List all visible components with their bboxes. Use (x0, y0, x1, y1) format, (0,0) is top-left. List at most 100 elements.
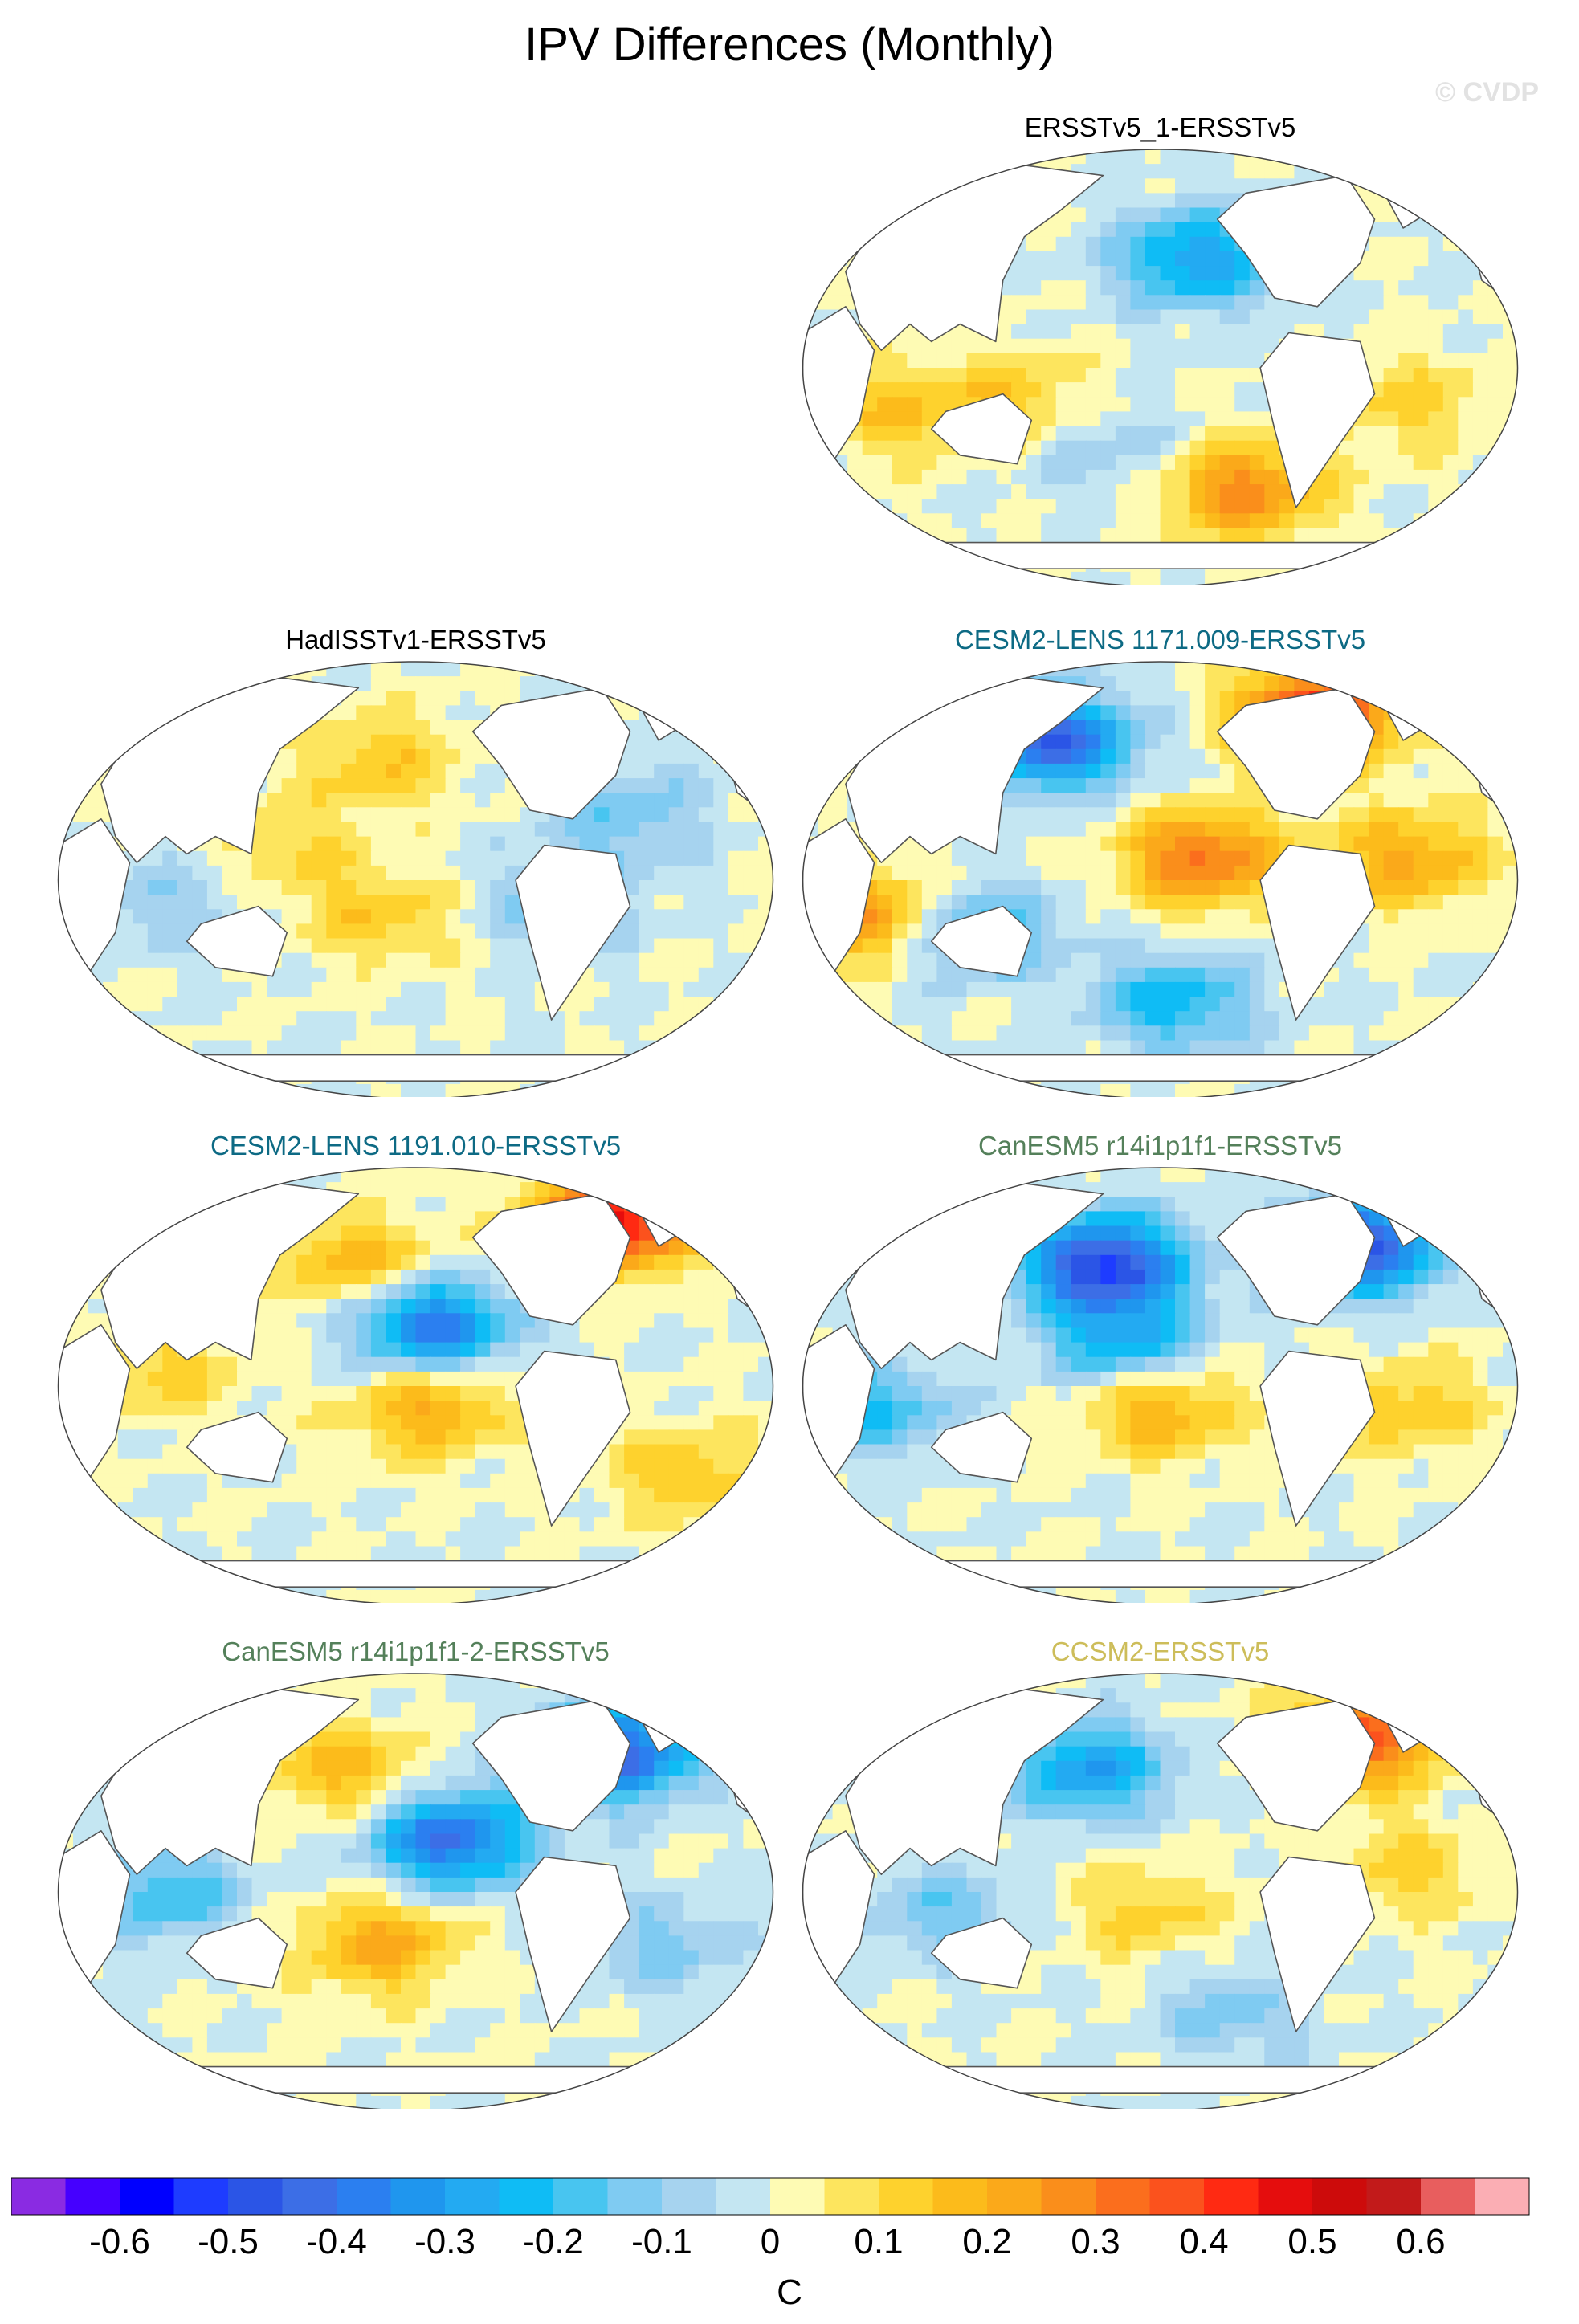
sst-cell (1219, 193, 1235, 209)
sst-cell (1503, 1069, 1518, 1085)
sst-cell (1472, 164, 1489, 179)
sst-cell (251, 836, 267, 852)
sst-cell (1055, 382, 1071, 398)
sst-cell (341, 981, 357, 997)
sst-cell (267, 1025, 283, 1042)
sst-cell (1442, 1083, 1459, 1097)
sst-cell (936, 967, 953, 983)
sst-cell (802, 952, 818, 968)
sst-cell (1219, 705, 1235, 721)
sst-cell (1175, 836, 1191, 852)
sst-cell (1115, 266, 1132, 281)
sst-cell (1055, 411, 1071, 427)
sst-cell (579, 1342, 595, 1358)
sst-cell (966, 484, 982, 499)
sst-cell (802, 178, 818, 194)
sst-cell (1175, 676, 1191, 691)
sst-cell (936, 1040, 953, 1056)
sst-cell (832, 807, 848, 823)
sst-cell (1175, 309, 1191, 325)
sst-cell (847, 557, 863, 573)
sst-cell (430, 952, 447, 968)
sst-cell (1145, 981, 1161, 997)
sst-cell (683, 705, 700, 721)
sst-cell (192, 850, 208, 866)
sst-cell (818, 513, 834, 529)
sst-cell (624, 1168, 640, 1183)
sst-cell (370, 1240, 387, 1256)
sst-cell (1398, 484, 1414, 499)
sst-cell (251, 1025, 267, 1042)
sst-cell (832, 571, 848, 585)
sst-cell (1324, 1025, 1340, 1042)
sst-cell (1145, 967, 1161, 983)
sst-cell (1458, 251, 1474, 267)
sst-cell (892, 850, 908, 866)
sst-cell (1055, 1025, 1071, 1042)
sst-cell (1041, 763, 1057, 779)
sst-cell (1160, 193, 1176, 209)
sst-cell (1205, 236, 1221, 252)
sst-cell (698, 938, 715, 954)
sst-cell (936, 850, 953, 866)
sst-cell (1264, 981, 1280, 997)
sst-cell (818, 236, 834, 252)
sst-cell (654, 1299, 670, 1315)
sst-cell (401, 952, 417, 968)
sst-cell (460, 763, 476, 779)
sst-cell (1160, 880, 1176, 895)
sst-cell (1369, 469, 1385, 485)
sst-cell (1234, 353, 1251, 369)
sst-cell (1308, 309, 1325, 325)
sst-cell (1085, 222, 1102, 238)
sst-cell (579, 662, 595, 677)
sst-cell (1189, 469, 1206, 485)
sst-cell (966, 353, 982, 369)
sst-cell (296, 1342, 312, 1358)
sst-cell (1130, 149, 1146, 165)
sst-cell (892, 1011, 908, 1027)
sst-cell (698, 1025, 715, 1042)
sst-cell (668, 662, 684, 677)
sst-cell (594, 1313, 610, 1329)
sst-cell (445, 836, 461, 852)
sst-cell (1115, 748, 1132, 764)
sst-cell (281, 1269, 297, 1285)
sst-cell (1428, 236, 1444, 252)
sst-cell (1055, 251, 1071, 267)
sst-cell (1085, 149, 1102, 165)
sst-cell (1071, 295, 1087, 311)
panel-title: CESM2-LENS 1171.009-ERSSTv5 (954, 625, 1366, 654)
sst-cell (267, 895, 283, 910)
sst-cell (1205, 997, 1221, 1012)
sst-cell (966, 1040, 982, 1056)
sst-cell (1175, 455, 1191, 471)
sst-cell (698, 909, 715, 925)
sst-cell (88, 1240, 104, 1256)
sst-cell (743, 705, 759, 721)
sst-cell (1383, 222, 1399, 238)
sst-cell (1160, 426, 1176, 442)
sst-cell (326, 836, 342, 852)
sst-cell (1085, 880, 1102, 895)
sst-cell (1071, 338, 1087, 354)
sst-cell (1324, 676, 1340, 691)
sst-cell (728, 865, 745, 881)
sst-cell (1458, 280, 1474, 296)
sst-cell (564, 997, 581, 1012)
sst-cell (609, 1182, 625, 1197)
sst-cell (281, 865, 297, 881)
sst-cell (862, 207, 878, 223)
sst-cell (907, 338, 923, 354)
sst-cell (1428, 280, 1444, 296)
sst-cell (147, 1168, 164, 1183)
sst-cell (847, 1011, 863, 1027)
sst-cell (1100, 295, 1116, 311)
sst-cell (698, 1284, 715, 1299)
panel-title: CESM2-LENS 1191.010-ERSSTv5 (210, 1131, 622, 1160)
sst-cell (818, 149, 834, 165)
sst-cell (1175, 397, 1191, 413)
sst-cell (1324, 149, 1340, 165)
sst-cell (921, 542, 938, 558)
sst-cell (981, 662, 998, 677)
